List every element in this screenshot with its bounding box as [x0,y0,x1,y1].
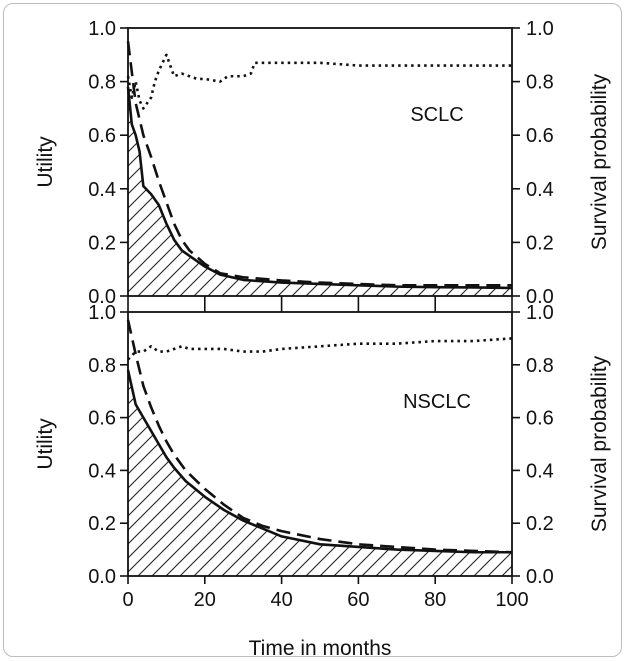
y-tick-label-right: 0.6 [526,125,554,147]
y-axis-title-left: Utility [34,418,57,470]
x-tick-label: 40 [270,589,292,611]
series-line-solid [126,86,513,290]
y-tick-label-right: 0.0 [526,286,554,308]
series-line-dashed [126,319,513,554]
x-tick-label: 60 [347,589,369,611]
panel-sclc [120,27,520,312]
y-tick-label-right: 0.8 [526,355,554,377]
y-tick-label-left: 0.2 [88,513,116,535]
x-axis-title: Time in months [249,637,392,660]
y-tick-label-right: 0.8 [526,72,554,94]
utility-area-hatched [128,86,512,297]
series-line-dotted [126,53,512,110]
plot-border [127,311,513,577]
y-tick-label-left: 1.0 [88,302,116,324]
x-tick-label: 0 [122,589,133,611]
y-tick-label-left: 0.0 [88,566,116,588]
y-axis-title-left: Utility [34,136,57,188]
x-tick-label: 100 [495,589,528,611]
y-tick-label-right: 0.0 [526,566,554,588]
utility-area-hatched [128,370,512,576]
series-line-dotted [127,337,513,361]
y-tick-label-right: 0.2 [526,513,554,535]
y-tick-label-left: 0.4 [88,460,116,482]
y-tick-label-right: 0.4 [526,179,554,201]
y-tick-label-right: 0.2 [526,232,554,254]
panel-label: NSCLC [403,391,471,413]
plot-border [127,27,513,297]
y-tick-label-right: 1.0 [526,18,554,40]
y-tick-label-left: 0.6 [88,408,116,430]
y-tick-label-left: 0.8 [88,72,116,94]
figure-frame [3,3,622,657]
y-tick-label-left: 0.4 [88,179,116,201]
x-tick-label: 80 [424,589,446,611]
y-tick-label-left: 0.6 [88,125,116,147]
panel-nsclc [120,311,520,584]
series-line-dashed [126,41,512,287]
y-tick-label-right: 0.4 [526,460,554,482]
y-tick-label-left: 0.2 [88,232,116,254]
y-tick-label-right: 0.6 [526,408,554,430]
y-axis-title-right: Survival probability [588,73,611,250]
series-line-solid [126,369,512,554]
y-tick-label-right: 1.0 [526,302,554,324]
x-tick-label: 20 [194,589,216,611]
y-tick-label-left: 0.8 [88,355,116,377]
y-tick-label-left: 0.0 [88,286,116,308]
y-tick-label-left: 1.0 [88,18,116,40]
y-axis-title-right: Survival probability [588,355,611,532]
panel-label: SCLC [410,104,463,126]
